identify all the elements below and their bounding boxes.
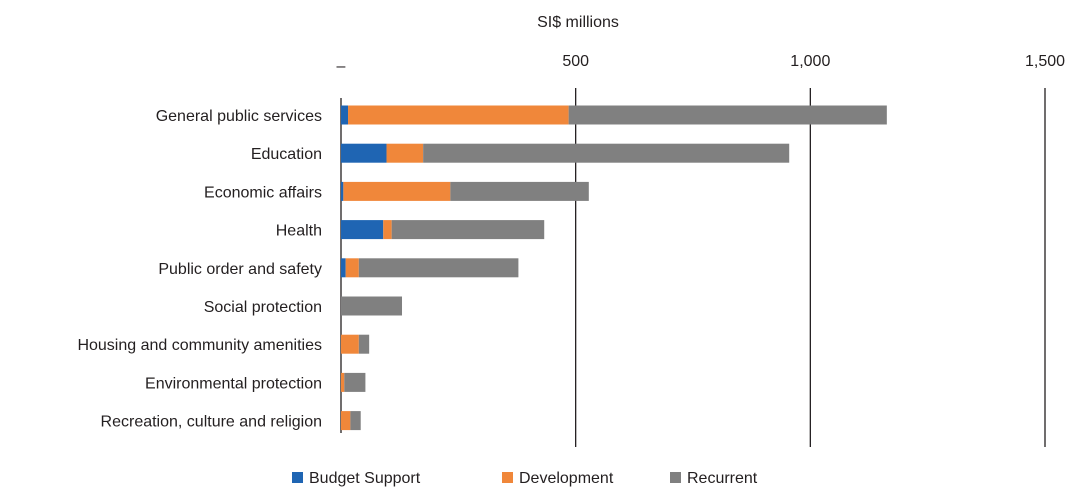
x-tick-label: 500 (562, 53, 589, 70)
category-labels: General public services Education Economic… (77, 108, 322, 431)
bar-segment (358, 334, 370, 354)
bar-segment (343, 181, 451, 201)
x-tick-label: 1,500 (1025, 53, 1065, 70)
x-tick-label: 1,000 (790, 53, 830, 70)
bar-segment (341, 143, 387, 163)
legend-swatch (502, 472, 513, 483)
bar-segment (341, 105, 349, 125)
bar-segment (350, 411, 361, 431)
bar-segment (341, 372, 345, 392)
bar-segment (386, 143, 424, 163)
bar-segment (423, 143, 790, 163)
bar-segment (341, 258, 346, 278)
bar-segment (568, 105, 887, 125)
bar-segment (341, 220, 384, 240)
bar-segment (341, 411, 351, 431)
x-axis-title: SI$ millions (537, 14, 619, 31)
bar-segment (345, 258, 359, 278)
bar-segment (344, 372, 366, 392)
category-label: Health (276, 223, 322, 240)
legend-label: Development (519, 470, 614, 487)
category-label: Public order and safety (158, 261, 322, 278)
category-label: Recreation, culture and religion (101, 414, 322, 431)
bar-segment (450, 181, 589, 201)
legend-label: Recurrent (687, 470, 758, 487)
category-label: General public services (156, 108, 322, 125)
legend-swatch (292, 472, 303, 483)
legend-label: Budget Support (309, 470, 421, 487)
x-tick-labels: – 500 1,000 1,500 (337, 53, 1066, 75)
bar-segment (341, 296, 403, 316)
bar-segment (358, 258, 519, 278)
x-tick-label: – (337, 58, 346, 75)
category-label: Social protection (204, 299, 322, 316)
bar-segment (341, 334, 359, 354)
bar-segment (341, 181, 344, 201)
category-label: Environmental protection (145, 375, 322, 392)
bar-segment (348, 105, 569, 125)
bar-segment (383, 220, 392, 240)
category-label: Economic affairs (204, 184, 322, 201)
bars (341, 105, 887, 431)
legend: Budget Support Development Recurrent (292, 470, 758, 487)
category-label: Education (251, 146, 322, 163)
legend-swatch (670, 472, 681, 483)
bar-segment (391, 220, 545, 240)
category-label: Housing and community amenities (77, 337, 322, 354)
